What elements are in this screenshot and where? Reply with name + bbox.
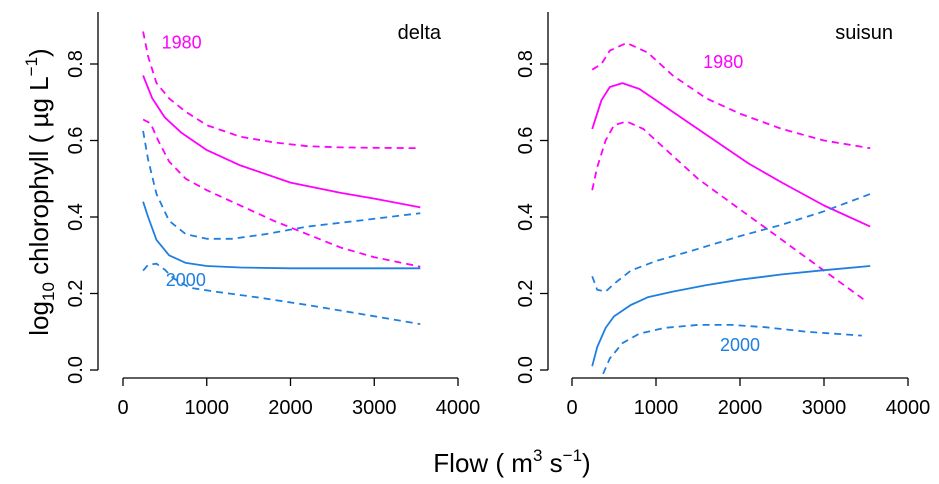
series-2000-dashed-line xyxy=(142,130,421,240)
y-tick-label: 0.0 xyxy=(65,356,87,384)
x-tick-label: 2000 xyxy=(718,397,763,419)
x-tick-label: 1000 xyxy=(634,397,679,419)
series-1980-solid-line xyxy=(591,82,871,228)
y-tick-label: 0.8 xyxy=(65,50,87,78)
delta-panel: 0 1000 2000 3000 4000 0.0 0.2 0.4 0.6 0.8 delta 198… xyxy=(65,12,480,419)
series-annotation-1980: 1980 xyxy=(703,52,743,72)
y-axis-label-main: log xyxy=(24,301,54,336)
series-2000-dashed-line xyxy=(602,323,862,375)
x-tick-label: 4000 xyxy=(886,397,931,419)
x-axis-label-main: Flow ( m xyxy=(433,448,533,478)
series-1980-dashed-line xyxy=(591,42,871,150)
x-tick-label: 3000 xyxy=(352,397,397,419)
y-axis-label-close: ) xyxy=(24,48,54,57)
series-1980-dashed-line xyxy=(591,120,867,302)
y-tick-label: 0.6 xyxy=(65,127,87,155)
series-2000-solid-line xyxy=(142,201,421,270)
x-tick-label: 1000 xyxy=(185,397,230,419)
panel-title: delta xyxy=(398,22,442,44)
series-1980-dashed-line xyxy=(142,31,421,150)
series-2000-dashed-line xyxy=(142,262,421,325)
y-tick-label: 0.8 xyxy=(515,50,537,78)
x-tick-label: 0 xyxy=(117,397,128,419)
series-annotation-2000: 2000 xyxy=(720,335,760,355)
y-axis-label-superscript: −1 xyxy=(22,57,41,76)
x-axis-label: Flow ( m3 s−1) xyxy=(433,446,590,478)
x-axis-label-superscript-2: −1 xyxy=(563,446,582,465)
y-axis-label-rest: chlorophyll ( µg L xyxy=(24,76,54,282)
y-tick-label: 0.4 xyxy=(65,203,87,231)
x-axis-label-close: ) xyxy=(582,448,591,478)
series-annotation-2000: 2000 xyxy=(166,270,206,290)
x-tick-label: 4000 xyxy=(436,397,481,419)
x-tick-label: 0 xyxy=(566,397,577,419)
y-axis-label-subscript: 10 xyxy=(39,282,58,301)
series-1980-solid-line xyxy=(142,75,421,209)
x-axis-label-mid: s xyxy=(542,448,562,478)
x-tick-label: 3000 xyxy=(802,397,847,419)
y-axis-label: log10 chlorophyll ( µg L−1) xyxy=(22,48,58,335)
series-2000-dashed-line xyxy=(591,193,871,293)
series-annotation-1980: 1980 xyxy=(162,33,202,53)
y-tick-label: 0.2 xyxy=(515,280,537,308)
x-tick-label: 2000 xyxy=(268,397,313,419)
y-tick-label: 0.4 xyxy=(515,203,537,231)
series-1980-dashed-line xyxy=(142,118,421,268)
series-2000-solid-line xyxy=(591,265,871,367)
suisun-panel: 0 1000 2000 3000 4000 0.0 0.2 0.4 0.6 0.8 suisun 19… xyxy=(515,12,930,419)
y-tick-label: 0.6 xyxy=(515,127,537,155)
y-tick-label: 0.0 xyxy=(515,356,537,384)
panel-title: suisun xyxy=(835,22,893,44)
y-tick-label: 0.2 xyxy=(65,280,87,308)
x-axis-label-superscript-1: 3 xyxy=(533,446,542,465)
